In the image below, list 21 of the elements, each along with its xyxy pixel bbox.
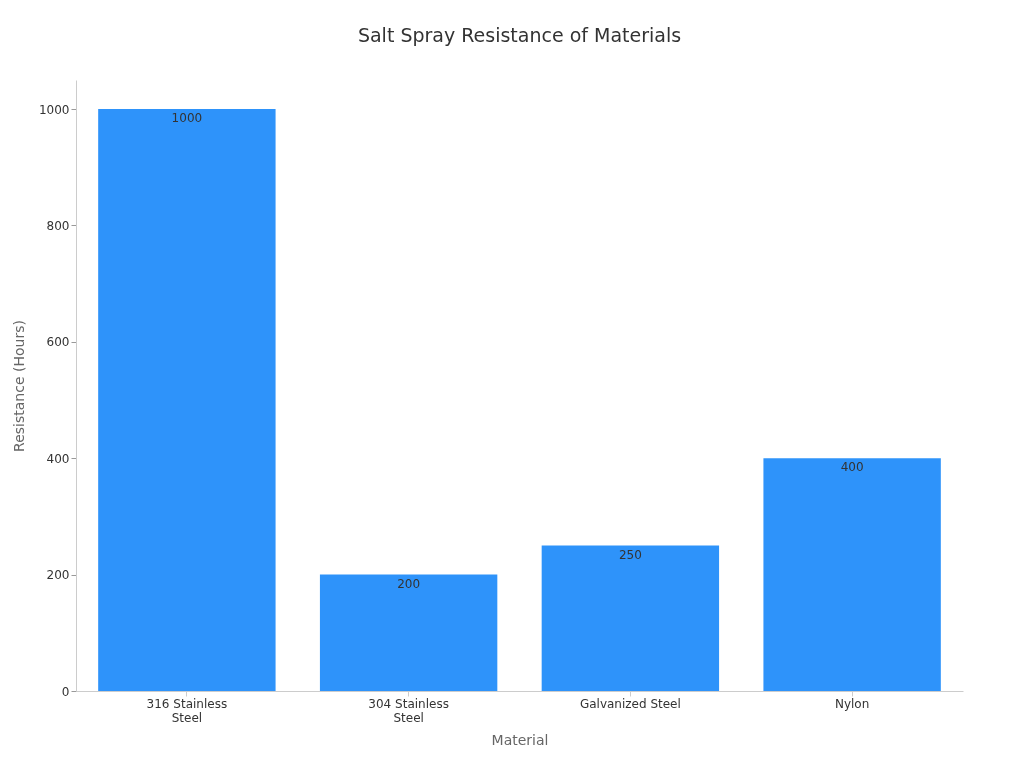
chart-title: Salt Spray Resistance of Materials (357, 24, 682, 46)
y-axis-title: Resistance (Hours) (10, 320, 27, 452)
data-label: 200 (397, 576, 421, 591)
bar (763, 458, 941, 691)
y-tick-label: 200 (46, 568, 70, 583)
data-label: 250 (618, 547, 642, 562)
bar (319, 574, 498, 691)
bar (541, 545, 720, 691)
bar (98, 109, 276, 691)
x-tick-label: Nylon (834, 696, 870, 711)
data-label: 1000 (171, 111, 203, 126)
x-axis-title: Material (491, 731, 549, 748)
y-tick-label: 600 (46, 335, 70, 350)
y-tick-label: 400 (46, 451, 70, 466)
x-tick-label: 304 Stainless Steel (368, 696, 449, 725)
x-tick-label: 316 Stainless Steel (146, 696, 228, 725)
x-tick-label: Galvanized Steel (579, 696, 681, 711)
data-label: 400 (840, 460, 864, 475)
y-tick-label: 1000 (38, 102, 70, 117)
y-tick-label: 800 (46, 218, 70, 233)
y-tick-label: 0 (61, 684, 70, 699)
